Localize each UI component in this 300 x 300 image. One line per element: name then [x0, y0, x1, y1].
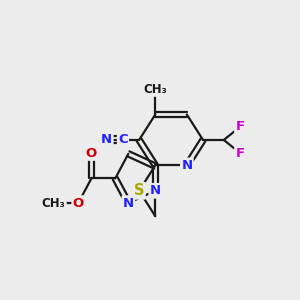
Text: CH₃: CH₃: [42, 196, 65, 210]
Text: C: C: [118, 134, 128, 146]
Text: N: N: [123, 196, 134, 210]
Text: S: S: [134, 183, 144, 198]
Text: CH₃: CH₃: [143, 82, 167, 96]
Text: O: O: [86, 146, 97, 160]
Text: N: N: [101, 134, 112, 146]
Text: N: N: [150, 184, 161, 197]
Text: O: O: [73, 196, 84, 210]
Text: N: N: [181, 159, 192, 172]
Text: F: F: [236, 146, 244, 160]
Text: F: F: [236, 120, 244, 134]
